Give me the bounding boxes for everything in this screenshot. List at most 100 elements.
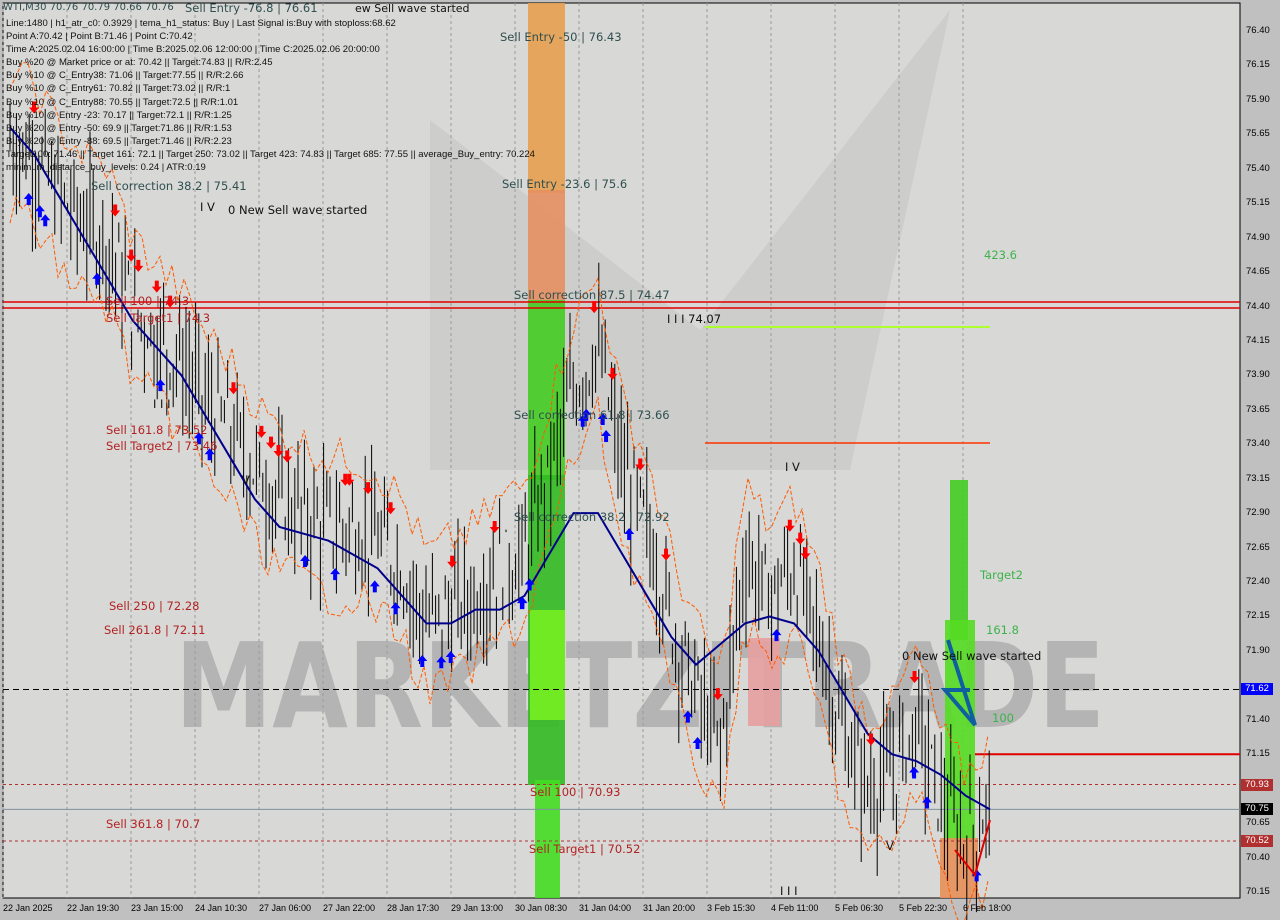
chart-label-new-sell-wave-2: 0 New Sell wave started bbox=[902, 649, 1042, 663]
chart-label-sell-100-top: Sell 100 | 74.3 bbox=[106, 294, 190, 308]
price-tag: 70.75 bbox=[1241, 803, 1273, 816]
info-line: Buy %10 @ Entry -23: 70.17 || Target:72.… bbox=[6, 109, 232, 121]
info-line: Buy %10 @ C_Entry88: 70.55 || Target:72.… bbox=[6, 96, 239, 108]
chart-label-sell-target1-low: Sell Target1 | 70.52 bbox=[529, 842, 641, 856]
sell-arrow-icon bbox=[282, 450, 293, 463]
sell-arrow-icon bbox=[607, 367, 618, 380]
chart-label-sell-corr-875: Sell correction 87.5 | 74.47 bbox=[514, 288, 670, 302]
chart-label-sell-entry-50: Sell Entry -50 | 76.43 bbox=[500, 30, 622, 44]
moving-average-line bbox=[9, 126, 991, 811]
chart-label-wave-iv: I V bbox=[200, 200, 215, 214]
chart-label-sell-corr-382-top: Sell correction 38.2 | 75.41 bbox=[91, 179, 247, 193]
info-line: Point A:70.42 | Point B:71.46 | Point C:… bbox=[6, 31, 193, 43]
chart-label-sell-250: Sell 250 | 72.28 bbox=[109, 599, 200, 613]
y-tick-label: 70.15 bbox=[1246, 886, 1270, 897]
sell-arrow-icon bbox=[909, 670, 920, 683]
buy-arrow-icon bbox=[597, 412, 608, 425]
buy-arrow-icon bbox=[581, 408, 592, 421]
buy-arrow-icon bbox=[369, 580, 380, 593]
price-tag: 70.52 bbox=[1241, 835, 1273, 848]
chart-label-wave-iii-7407: I I I 74.07 bbox=[667, 312, 722, 326]
chart-label-sell-2618: Sell 261.8 | 72.11 bbox=[104, 623, 206, 637]
buy-arrow-icon bbox=[601, 430, 612, 443]
chart-label-t100: 100 bbox=[992, 711, 1014, 725]
chart-label-sell-target2: Sell Target2 | 73.46 bbox=[106, 439, 218, 453]
y-tick-label: 75.15 bbox=[1246, 197, 1270, 209]
y-tick-label: 71.90 bbox=[1246, 644, 1270, 656]
sell-arrow-icon bbox=[165, 295, 176, 308]
y-tick-label: 72.15 bbox=[1246, 610, 1270, 622]
y-tick-label: 75.90 bbox=[1246, 93, 1270, 105]
sell-arrow-icon bbox=[489, 521, 500, 534]
buy-arrow-icon bbox=[155, 379, 166, 392]
y-tick-label: 71.15 bbox=[1246, 748, 1270, 760]
info-line: Target100: 71.46 || Target 161: 72.1 || … bbox=[6, 148, 535, 160]
sell-arrow-icon bbox=[228, 382, 239, 395]
chart-label-t1618: 161.8 bbox=[986, 623, 1019, 637]
y-tick-label: 73.90 bbox=[1246, 369, 1270, 381]
sell-arrow-icon bbox=[447, 555, 458, 568]
chart-label-sell-corr-618: Sell correction 61.8 | 73.66 bbox=[514, 408, 670, 422]
sell-arrow-icon bbox=[256, 425, 267, 438]
y-tick-label: 72.65 bbox=[1246, 541, 1270, 553]
buy-arrow-icon bbox=[300, 554, 311, 567]
x-tick-label: 29 Jan 13:00 bbox=[451, 903, 504, 913]
buy-arrow-icon bbox=[23, 192, 34, 205]
y-tick-label: 76.15 bbox=[1246, 59, 1270, 71]
y-tick-label: 72.40 bbox=[1246, 576, 1270, 588]
sell-arrow-icon bbox=[866, 733, 877, 746]
buy-arrow-icon bbox=[909, 766, 920, 779]
buy-arrow-icon bbox=[34, 205, 45, 218]
buy-arrow-icon bbox=[692, 736, 703, 749]
x-tick-label: 4 Feb 11:00 bbox=[771, 903, 819, 913]
info-line: Line:1480 | h1_atr_c0: 0.3929 | tema_h1_… bbox=[6, 18, 396, 29]
chart-label-wave-v-right: V bbox=[886, 839, 894, 853]
sell-arrow-icon bbox=[133, 259, 144, 272]
chart-label-sell-corr-382: Sell correction 38.2 | 72.92 bbox=[514, 510, 670, 524]
chart-label-wave-iv-right: I V bbox=[785, 460, 800, 474]
buy-arrow-icon bbox=[330, 568, 341, 581]
y-tick-label: 73.40 bbox=[1246, 438, 1270, 450]
info-panel: Line:1480 | h1_atr_c0: 0.3929 | tema_h1_… bbox=[6, 17, 535, 174]
info-line: Buy %10 @ C_Entry38: 71.06 || Target:77.… bbox=[6, 70, 244, 82]
x-tick-label: 6 Feb 18:00 bbox=[963, 903, 1012, 913]
buy-arrow-icon bbox=[445, 650, 456, 663]
chart-label-sell-3618: Sell 361.8 | 70.7 bbox=[106, 817, 201, 831]
sell-arrow-icon bbox=[266, 436, 277, 449]
buy-arrow-icon bbox=[524, 578, 535, 591]
buy-arrow-icon bbox=[922, 796, 933, 809]
y-tick-label: 71.40 bbox=[1246, 713, 1270, 725]
chart-label-wave-iii-left: I I I bbox=[153, 397, 171, 411]
x-tick-label: 5 Feb 22:30 bbox=[899, 903, 948, 913]
sell-arrow-icon bbox=[126, 249, 137, 262]
zone bbox=[748, 638, 780, 726]
zone bbox=[940, 838, 978, 898]
buy-arrow-icon bbox=[92, 272, 103, 285]
y-tick-label: 75.40 bbox=[1246, 162, 1270, 174]
sell-arrow-icon bbox=[635, 458, 646, 471]
wave-note: ew Sell wave started bbox=[355, 2, 470, 15]
buy-arrow-icon bbox=[517, 596, 528, 609]
zone bbox=[535, 780, 560, 898]
sell-arrow-icon bbox=[151, 280, 162, 293]
chart-label-t4236: 423.6 bbox=[984, 248, 1017, 262]
info-line: Buy %20 @ Market price or at: 70.42 || T… bbox=[6, 57, 273, 69]
info-line: Time A:2025.02.04 16:00:00 | Time B:2025… bbox=[6, 44, 380, 56]
x-tick-label: 30 Jan 08:30 bbox=[515, 903, 568, 913]
sell-arrow-icon bbox=[110, 204, 121, 217]
x-tick-label: 28 Jan 17:30 bbox=[387, 903, 440, 913]
y-tick-label: 74.40 bbox=[1246, 300, 1270, 312]
symbol-line: WTI,M30 70.76 70.79 70.66 70.76 bbox=[3, 2, 174, 13]
x-tick-label: 3 Feb 15:30 bbox=[707, 903, 756, 913]
info-line: minimum_distance_buy_levels: 0.24 | ATR:… bbox=[6, 162, 206, 174]
info-line: Buy %20 @ Entry -50: 69.9 || Target:71.8… bbox=[6, 122, 232, 134]
x-tick-label: 31 Jan 04:00 bbox=[579, 903, 632, 913]
y-tick-label: 72.90 bbox=[1246, 507, 1270, 519]
top-label: Sell Entry -76.8 | 76.61 bbox=[185, 1, 318, 15]
info-line: Buy %20 @ Entry -88: 69.5 || Target:71.4… bbox=[6, 135, 232, 147]
sell-arrow-icon bbox=[795, 532, 806, 545]
sell-arrow-icon bbox=[784, 519, 795, 532]
y-tick-label: 74.65 bbox=[1246, 266, 1270, 278]
